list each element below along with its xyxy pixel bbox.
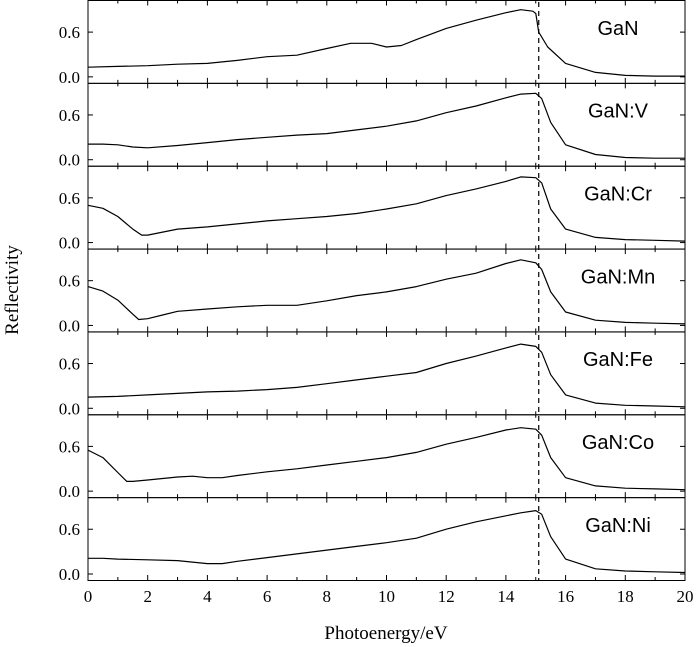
y-tick-label: 0.6 [59, 272, 80, 291]
y-tick-label: 0.0 [59, 68, 80, 87]
series-line [87, 427, 686, 491]
x-tick-label: 18 [617, 587, 634, 606]
panel-label: GaN:Ni [585, 515, 651, 537]
panel-frame [87, 414, 686, 499]
panel: 0.0 0.6 GaN:Cr [59, 165, 686, 253]
panel-frame [87, 331, 686, 416]
series-line [87, 9, 685, 77]
panel-frame [87, 0, 686, 84]
panel-label: GaN:Co [582, 432, 654, 454]
panel-frame [87, 497, 686, 581]
panels-group: 0.0 0.6 GaN 0.0 0.6 GaN:V 0.0 0.6 GaN:Cr 0.0 0.6 Ga… [59, 0, 686, 584]
panel-label: GaN:V [588, 101, 649, 123]
y-tick-label: 0.0 [59, 151, 80, 170]
panel: 0.0 0.6 GaN:Ni [59, 497, 686, 584]
x-tick-label: 20 [677, 587, 694, 606]
x-tick-label: 0 [84, 587, 93, 606]
panel-label: GaN [597, 18, 638, 40]
y-tick-label: 0.0 [59, 316, 80, 335]
series-line [88, 92, 685, 159]
x-axis-label: Photoenergy/eV [324, 623, 447, 644]
y-axis-label: Reflectivity [2, 245, 23, 335]
y-tick-label: 0.6 [59, 189, 80, 208]
x-tick-label: 14 [497, 587, 515, 606]
series-line [88, 510, 686, 574]
x-tick-label: 6 [263, 587, 272, 606]
y-tick-label: 0.0 [59, 399, 80, 418]
x-tick-label: 8 [323, 587, 332, 606]
x-tick-label: 2 [143, 587, 152, 606]
x-axis: 0 2 4 6 8 10 12 14 16 18 20 [84, 587, 694, 606]
series-line [87, 259, 686, 325]
y-tick-label: 0.6 [59, 437, 80, 456]
panel: 0.0 0.6 GaN:V [59, 82, 686, 170]
panel-frame [87, 82, 686, 167]
y-tick-label: 0.0 [59, 234, 80, 253]
y-tick-label: 0.0 [59, 565, 80, 584]
panel-frame [87, 248, 686, 333]
panel: 0.0 0.6 GaN:Mn [59, 248, 686, 335]
panel-label: GaN:Cr [584, 184, 652, 206]
x-tick-label: 12 [438, 587, 455, 606]
panel: 0.0 0.6 GaN:Co [59, 414, 686, 501]
panel: 0.0 0.6 GaN:Fe [59, 331, 686, 418]
panel: 0.0 0.6 GaN [59, 0, 686, 87]
series-line [87, 343, 686, 408]
x-tick-label: 16 [557, 587, 574, 606]
panel-label: GaN:Fe [583, 349, 653, 371]
series-line [87, 176, 686, 242]
y-tick-label: 0.6 [59, 520, 80, 539]
y-tick-label: 0.6 [59, 106, 80, 125]
y-tick-label: 0.6 [59, 355, 80, 374]
x-tick-label: 10 [378, 587, 395, 606]
panel-label: GaN:Mn [581, 266, 655, 288]
x-tick-label: 4 [203, 587, 212, 606]
y-tick-label: 0.6 [59, 23, 80, 42]
panel-frame [87, 165, 686, 250]
y-tick-label: 0.0 [59, 482, 80, 501]
